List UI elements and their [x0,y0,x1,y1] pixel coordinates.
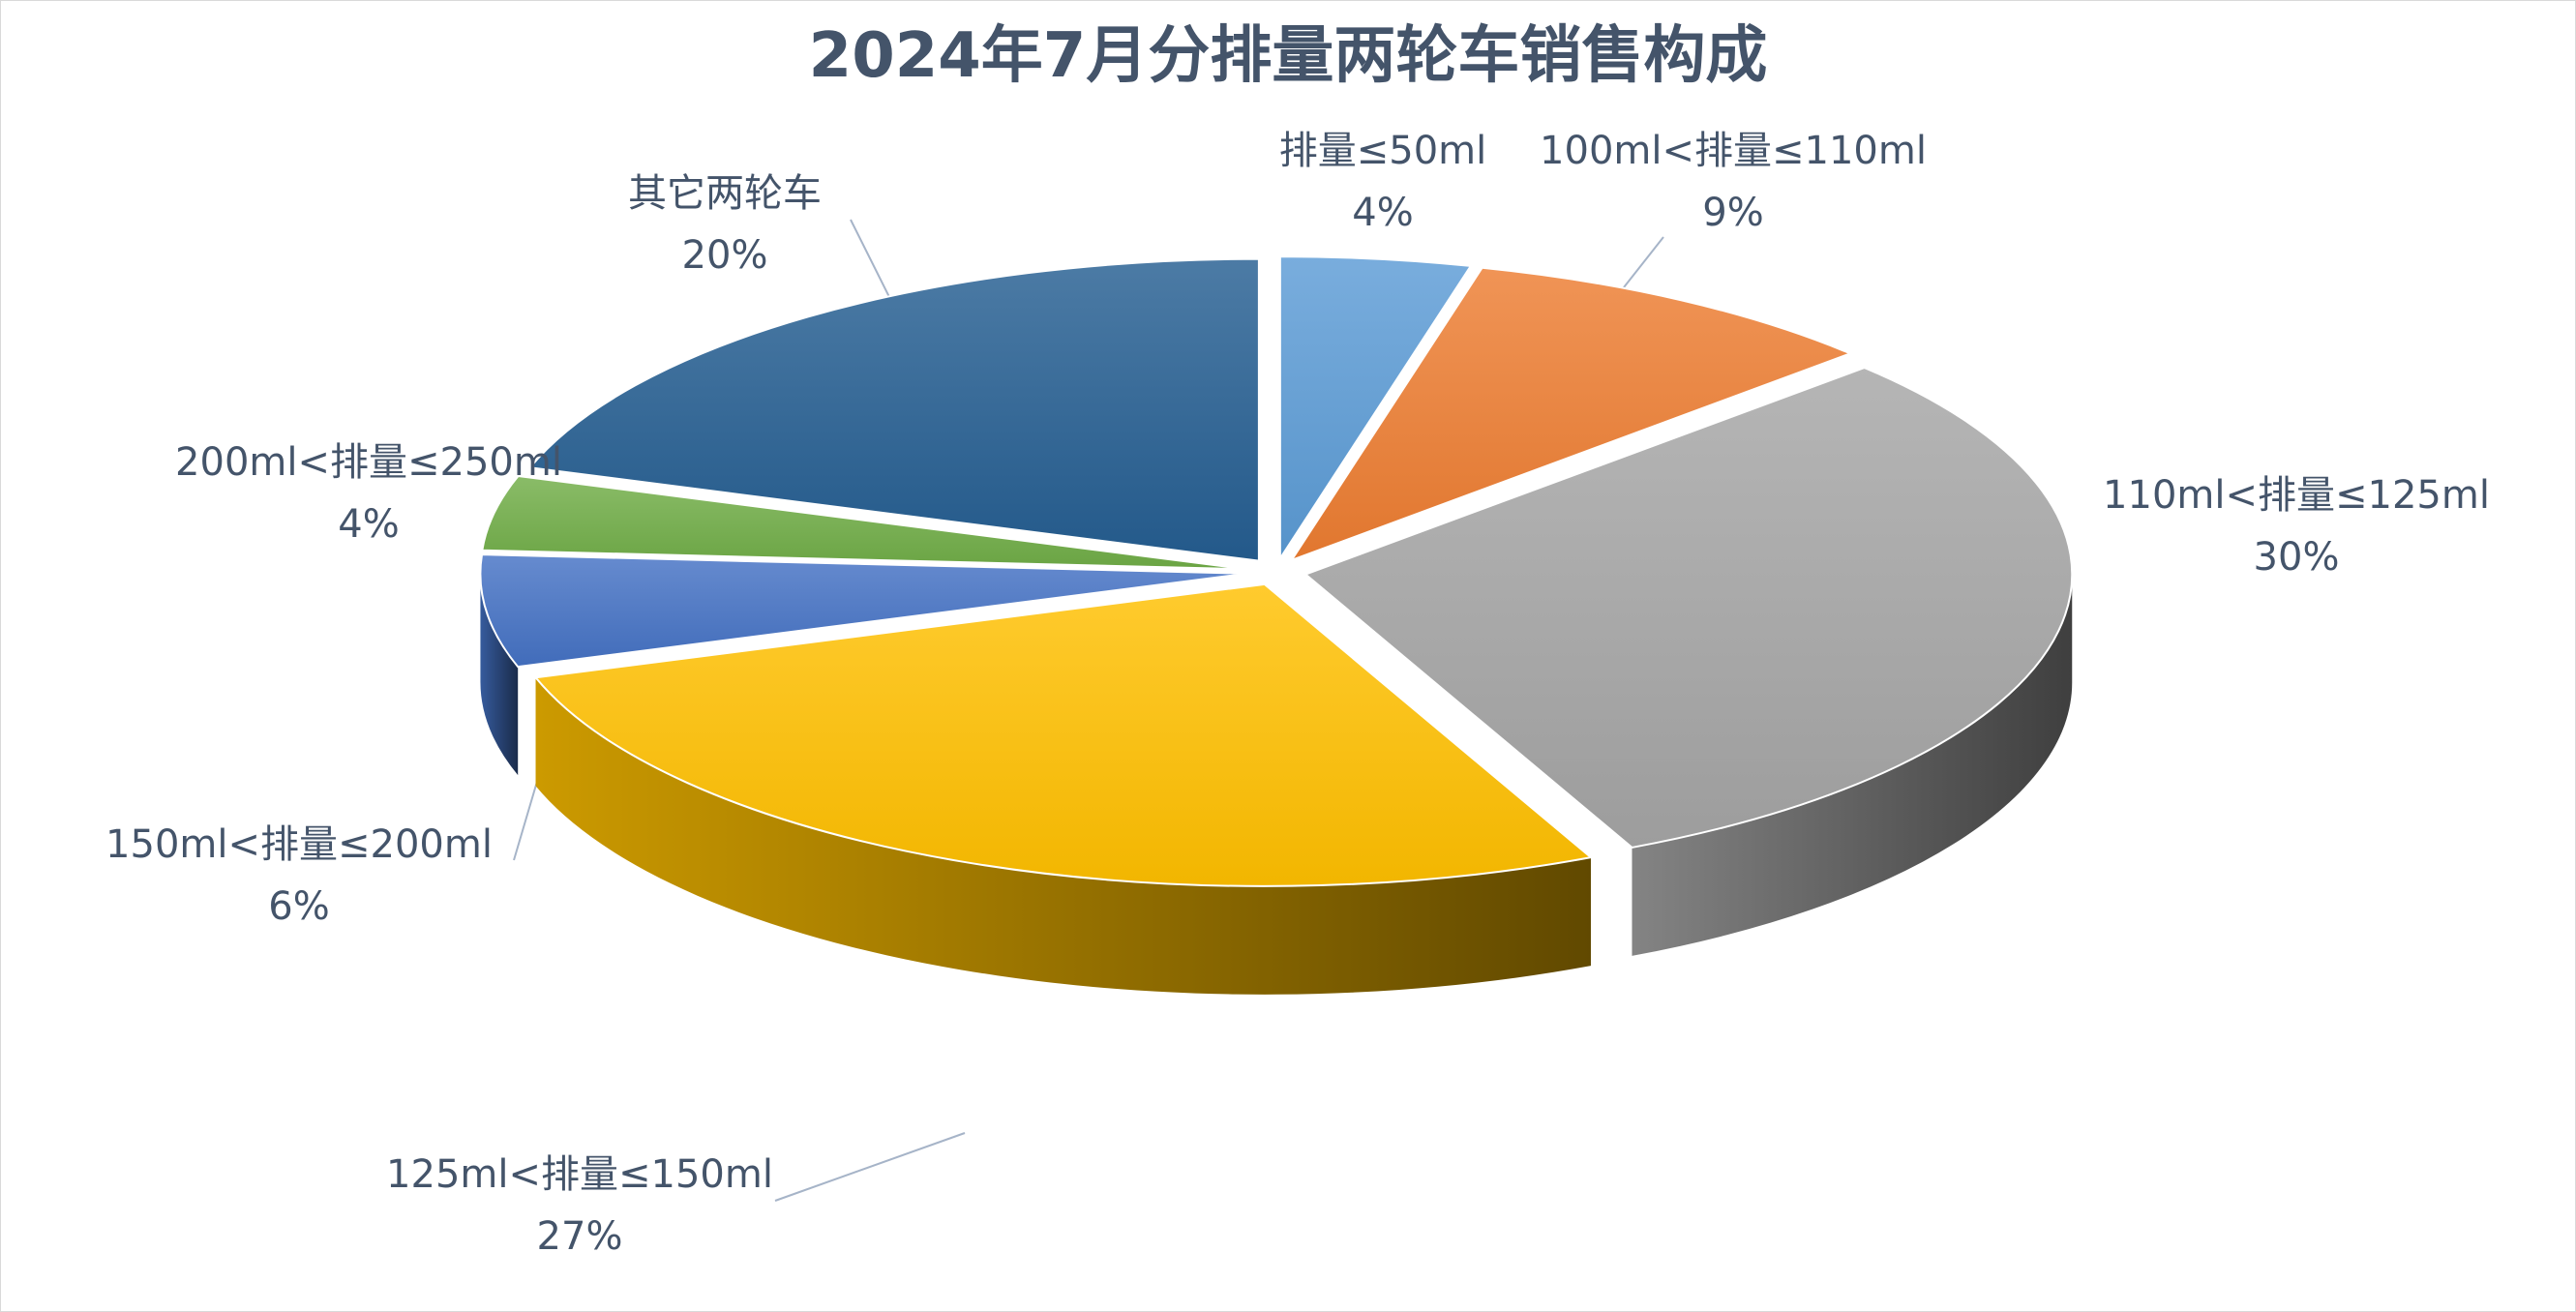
pie-slice-0 [1278,255,1473,562]
slice-value-label-6: 20% [682,233,768,278]
slice-label-3: 125ml<排量≤150ml [386,1152,773,1197]
pie-slice-4 [479,553,1247,669]
pie-slice-1 [1289,266,1853,562]
slice-label-0: 排量≤50ml [1279,129,1487,173]
leader-line-3 [774,1132,966,1202]
slice-label-5: 200ml<排量≤250ml [175,440,562,485]
slice-side-2 [1632,574,2073,956]
slice-side-4 [480,573,519,776]
slice-label-1: 100ml<排量≤110ml [1540,129,1927,173]
slice-value-label-5: 4% [338,502,399,547]
data-labels: 排量≤50ml 4% 100ml<排量≤110ml 9% 110ml<排量≤125ml 3… [105,129,2490,1259]
pie-slice-3 [533,582,1594,887]
pie-slices [479,255,2074,887]
slice-side-3 [535,677,1591,995]
pie-depth [480,573,2073,995]
pie-slice-5 [481,474,1247,571]
chart-title: 2024年7月分排量两轮车销售构成 [809,20,1768,92]
slice-label-4: 150ml<排量≤200ml [105,822,493,867]
pie-slice-2 [1303,366,2074,849]
pie-slice-6 [527,257,1260,562]
slice-value-label-1: 9% [1702,191,1763,235]
slice-value-label-2: 30% [2254,535,2340,580]
slice-value-label-0: 4% [1352,191,1413,235]
slice-label-6: 其它两轮车 [628,171,822,216]
slice-label-2: 110ml<排量≤125ml [2103,473,2490,518]
leader-line-4 [513,774,540,861]
slice-value-label-4: 6% [268,884,329,929]
slice-value-label-3: 27% [537,1214,623,1259]
